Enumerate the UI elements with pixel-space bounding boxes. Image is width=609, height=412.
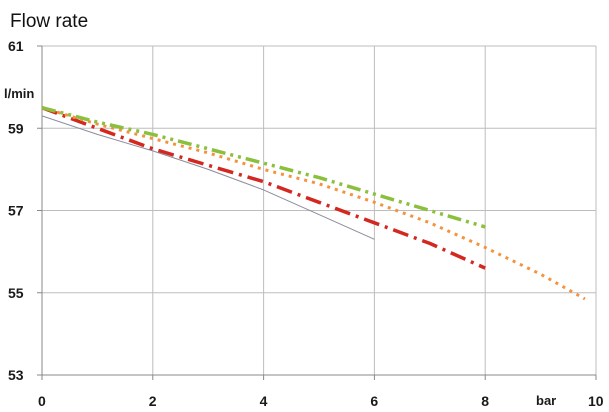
y-tick-label: 57 [8, 203, 24, 219]
chart-title: Flow rate [10, 11, 88, 32]
y-tick-label: 59 [8, 120, 24, 136]
x-tick-label: 6 [370, 393, 378, 409]
x-tick-label: 2 [149, 393, 157, 409]
tick-labels: 53 55 57 59 61 0 2 4 6 8 10 [8, 38, 604, 409]
grid [42, 45, 597, 375]
x-tick-label: 10 [588, 393, 604, 409]
x-tick-label: 4 [260, 393, 268, 409]
x-tick-label: 0 [38, 393, 46, 409]
x-axis-unit-label: bar [536, 393, 556, 408]
y-axis-unit-label: l/min [4, 86, 34, 101]
y-tick-label: 53 [8, 367, 24, 383]
axes [37, 45, 597, 380]
series-line-1 [41, 115, 375, 240]
series-layer [41, 106, 586, 301]
series-line-4 [41, 106, 486, 229]
y-tick-label: 55 [8, 285, 24, 301]
x-tick-label: 8 [481, 393, 489, 409]
y-tick-label: 61 [8, 38, 24, 54]
